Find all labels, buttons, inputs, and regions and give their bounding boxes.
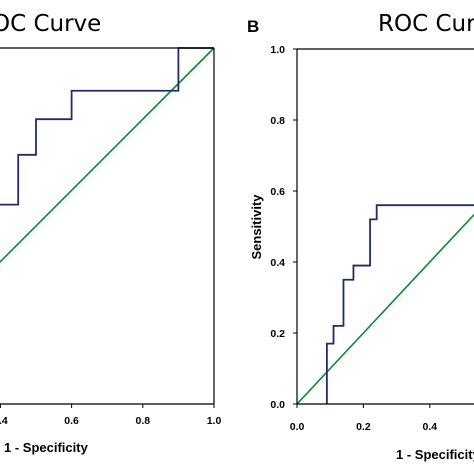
- panel-a-title: ROC Curve: [0, 11, 101, 37]
- panel-a-reference-line: [0, 47, 215, 264]
- panel-b-y-tick-label: 0.6: [270, 186, 285, 198]
- panel-a: ROC Curve 0.4 0.6 0.8 1.0 1 - Specificity: [0, 11, 221, 455]
- panel-b-y-tick-label: 0.8: [270, 115, 285, 127]
- panel-b-letter: B: [247, 17, 259, 36]
- panel-a-x-axis-label: 1 - Specificity: [4, 440, 89, 455]
- panel-b-y-tick-label: 0.0: [270, 399, 285, 411]
- panel-a-x-tick-label: 0.6: [64, 415, 79, 427]
- panel-b-y-tick-label: 0.2: [270, 328, 285, 340]
- panel-b-x-axis-label: 1 - Specificity: [396, 447, 474, 462]
- panel-b-y-axis-label: Sensitivity: [249, 194, 264, 260]
- panel-b-reference-line: [296, 213, 474, 405]
- panel-b-plot: 0.0 0.2 0.4 0.0 0.2 0.4 0.6 0.8 1.0: [270, 44, 474, 433]
- panel-a-plot: 0.4 0.6 0.8 1.0: [0, 47, 222, 427]
- panel-b-title: ROC Curve: [378, 11, 474, 37]
- panel-a-roc-curve: [0, 47, 214, 206]
- panel-b-x-tick-label: 0.2: [356, 421, 371, 433]
- panel-b-x-tick-label: 0.4: [422, 421, 437, 433]
- panel-a-x-tick-label: 0.4: [0, 415, 8, 427]
- panel-a-x-tick-label: 0.8: [135, 415, 150, 427]
- panel-a-x-tick-label: 1.0: [207, 415, 222, 427]
- panel-b-x-tick-label: 0.0: [290, 421, 305, 433]
- panel-b-y-tick-label: 1.0: [270, 44, 285, 56]
- panel-b-roc-curve: [325, 204, 474, 404]
- panel-b-y-tick-label: 0.4: [270, 257, 285, 269]
- panel-b: B ROC Curve 0.00.20.40.00.20.40.60.81.0 …: [247, 11, 474, 462]
